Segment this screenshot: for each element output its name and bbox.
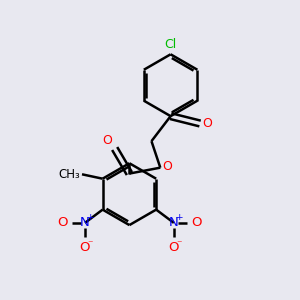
Text: Cl: Cl (164, 38, 177, 51)
Text: O: O (163, 160, 172, 173)
Text: O: O (80, 241, 90, 254)
Text: N: N (169, 216, 179, 230)
Text: O: O (169, 241, 179, 254)
Text: CH₃: CH₃ (59, 168, 80, 181)
Text: +: + (175, 213, 183, 222)
Text: N: N (80, 216, 90, 230)
Text: ⁻: ⁻ (87, 239, 93, 249)
Text: ⁻: ⁻ (176, 239, 182, 249)
Text: O: O (102, 134, 112, 147)
Text: O: O (57, 216, 67, 230)
Text: O: O (202, 117, 212, 130)
Text: +: + (86, 213, 94, 222)
Text: O: O (191, 216, 202, 230)
